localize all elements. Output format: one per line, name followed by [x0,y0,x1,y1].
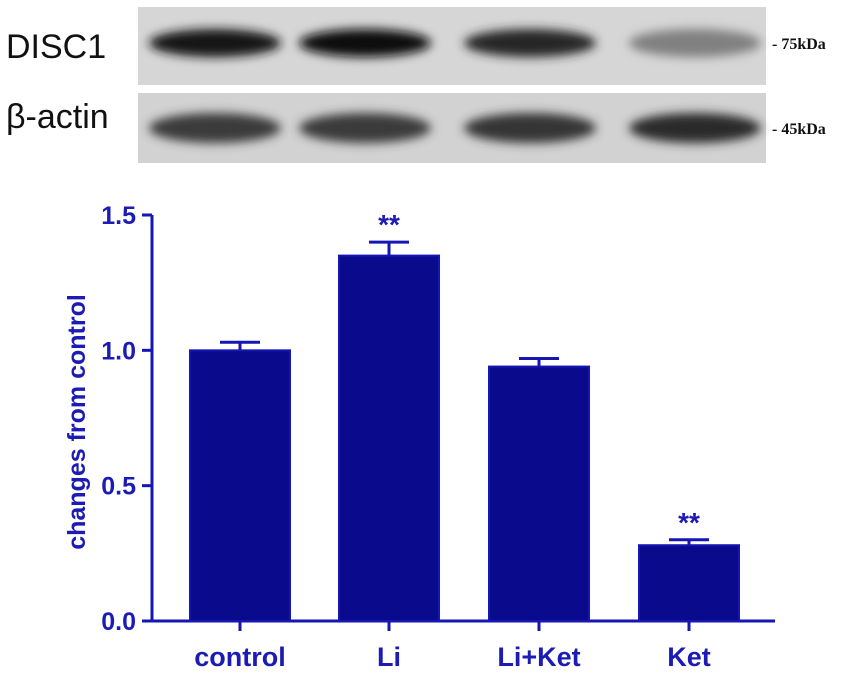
blot-band-disc1-1 [149,29,281,57]
blot-band-disc1-3 [464,29,596,57]
blot-label-actin: β-actin [6,98,109,136]
blot-band-actin-2 [299,113,431,143]
plot-area: 0.0 0.5 1.0 1.5 control Li ** Li+Ket Ket ** [101,202,775,672]
y-tick-label: 1.5 [101,202,136,230]
blot-band-actin-3 [464,113,596,143]
blot-band-disc1-4 [629,29,761,57]
y-tick-label: 0.0 [101,608,136,636]
marker-label-75kda: - 75kDa [772,36,826,53]
blot-bands [149,29,761,143]
western-blot-panel: DISC1 β-actin - 75kDa - 45kDa [6,7,826,163]
y-tick-label: 1.0 [101,337,136,365]
x-tick-label: Li+Ket [497,642,580,672]
x-tick-label: Li [377,642,401,672]
significance-label: ** [678,507,700,538]
bar-3 [488,365,590,622]
bar-1 [189,349,291,622]
y-axis-label: changes from control [63,294,91,550]
bar-2 [338,254,440,622]
x-tick-label: Ket [667,642,711,672]
blot-band-actin-1 [149,113,281,143]
significance-label: ** [378,209,400,240]
x-tick-label: control [194,642,286,672]
bar-chart: changes from control 0.0 0.5 1.0 1.5 control… [63,202,775,672]
blot-label-disc1: DISC1 [6,28,106,66]
blot-band-actin-4 [629,113,761,143]
y-tick-label: 0.5 [101,473,136,501]
bar-4 [638,544,740,623]
blot-band-disc1-2 [299,29,431,57]
marker-label-45kda: - 45kDa [772,121,826,138]
